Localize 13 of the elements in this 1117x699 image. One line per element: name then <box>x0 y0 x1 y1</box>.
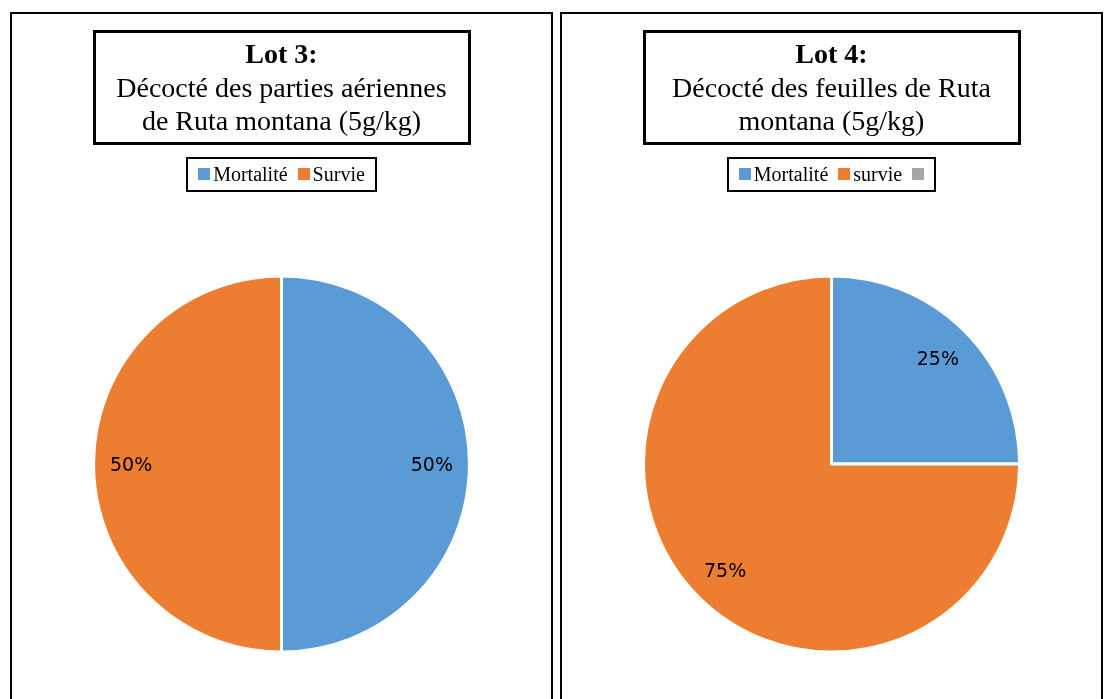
legend-label: survie <box>853 162 903 186</box>
legend-label: Mortalité <box>213 162 288 186</box>
data-label: 25% <box>916 346 959 369</box>
data-label: 50% <box>410 453 454 475</box>
data-label: 50% <box>109 453 153 475</box>
data-label: 75% <box>704 559 747 582</box>
legend-label: Survie <box>312 162 365 186</box>
chart-subtitle: Décocté des feuilles de Ruta montana (5g/kg) <box>671 70 992 138</box>
chart-title: Lot 4: <box>794 37 869 71</box>
legend-label: Mortalité <box>753 162 829 186</box>
pie-slice <box>642 274 1021 654</box>
chart-subtitle: Décocté des parties aériennes de Ruta montana (5g/kg) <box>115 70 448 138</box>
chart-title: Lot 3: <box>244 37 319 71</box>
